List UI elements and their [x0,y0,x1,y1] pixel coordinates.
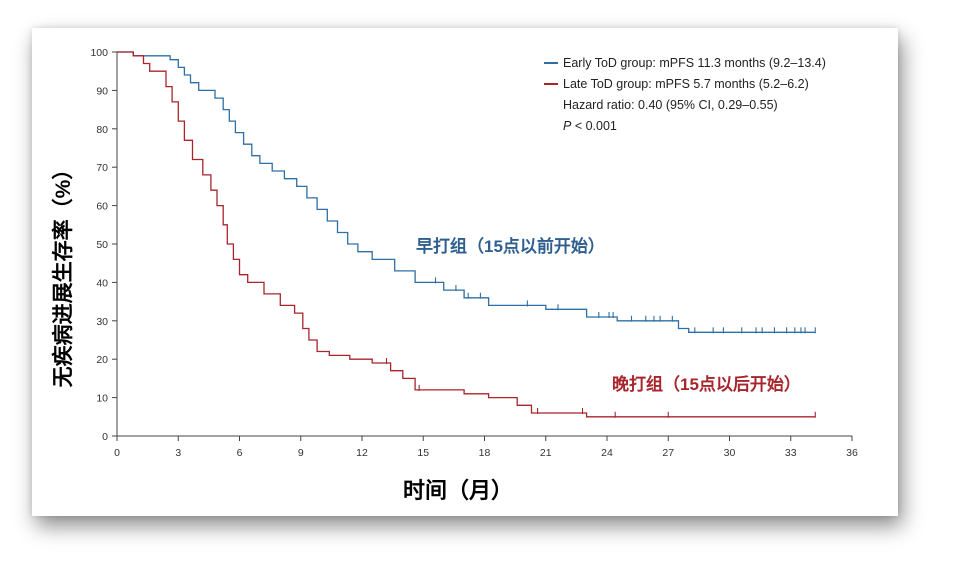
legend-label-late: Late ToD group: mPFS 5.7 months (5.2–6.2… [563,77,809,91]
x-ticks: 0 3 6 9 12 15 18 21 24 27 30 33 36 [114,436,858,459]
x-tick-label: 36 [846,447,858,459]
legend-label-early: Early ToD group: mPFS 11.3 months (9.2–1… [563,56,826,70]
y-tick-label: 80 [96,124,108,136]
x-axis-title: 时间（月） [403,478,513,503]
x-tick-label: 18 [479,447,491,459]
y-axis-title: 无疾病进展生存率（%） [51,159,75,388]
chart-card: 0 10 20 30 40 50 60 70 80 90 100 0 3 6 9 12 15 18 21 24 27 3… [32,28,898,516]
x-tick-label: 15 [417,447,429,459]
p-label: P [563,119,572,133]
y-tick-label: 30 [96,316,108,328]
x-tick-label: 27 [662,447,674,459]
x-tick-label: 24 [601,447,613,459]
late-group-annotation: 晚打组（15点以后开始） [612,374,801,394]
y-tick-label: 50 [96,239,108,251]
x-tick-label: 21 [540,447,552,459]
y-ticks: 0 10 20 30 40 50 60 70 80 90 100 [90,47,117,443]
x-tick-label: 33 [785,447,797,459]
x-tick-label: 3 [175,447,181,459]
late-group-curve [117,51,816,418]
y-tick-label: 60 [96,201,108,213]
x-tick-label: 9 [298,447,304,459]
hazard-ratio-text: Hazard ratio: 0.40 (95% CI, 0.29–0.55) [563,98,778,112]
y-tick-label: 100 [90,47,108,59]
y-tick-label: 90 [96,85,108,97]
y-tick-label: 0 [102,431,108,443]
censor-marks [385,277,816,418]
x-tick-label: 6 [237,447,243,459]
early-group-annotation: 早打组（15点以前开始） [416,236,605,256]
y-tick-label: 20 [96,354,108,366]
p-value-text: P < 0.001 [563,119,617,133]
x-tick-label: 12 [356,447,368,459]
early-group-curve [117,51,816,333]
x-tick-label: 30 [724,447,736,459]
y-tick-label: 70 [96,162,108,174]
x-tick-label: 0 [114,447,120,459]
p-value: < 0.001 [571,119,617,133]
survival-curves [117,51,816,418]
legend: Early ToD group: mPFS 11.3 months (9.2–1… [544,56,826,133]
y-tick-label: 10 [96,393,108,405]
y-tick-label: 40 [96,277,108,289]
